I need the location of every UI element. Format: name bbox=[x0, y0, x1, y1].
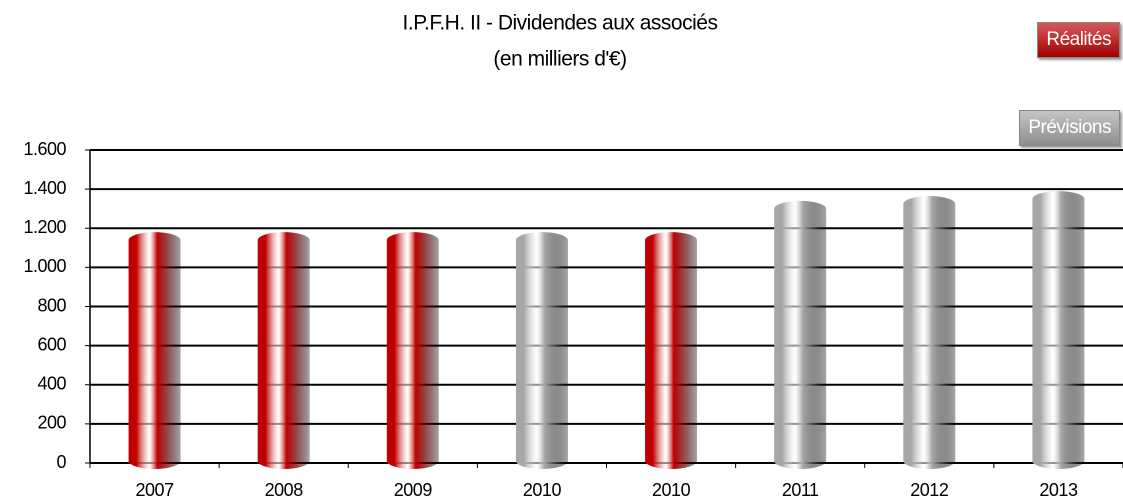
bar bbox=[645, 232, 698, 469]
y-tick-label: 1.200 bbox=[23, 217, 66, 237]
chart-title: I.P.F.H. II - Dividendes aux associés bbox=[403, 12, 718, 35]
bar bbox=[128, 232, 181, 469]
bar bbox=[386, 232, 439, 469]
legend-entry: Prévisions bbox=[1019, 110, 1120, 146]
x-tick-label: 2010 bbox=[652, 480, 691, 500]
x-tick-label: 2011 bbox=[782, 480, 819, 500]
y-tick-label: 0 bbox=[56, 452, 66, 472]
y-tick-label: 400 bbox=[37, 374, 66, 394]
bar bbox=[774, 200, 827, 470]
bar bbox=[515, 232, 568, 469]
legend-entry: Réalités bbox=[1037, 22, 1120, 58]
y-tick-label: 800 bbox=[37, 295, 66, 315]
x-tick-label: 2008 bbox=[265, 480, 304, 500]
y-tick-label: 1.400 bbox=[23, 178, 66, 198]
y-tick-label: 600 bbox=[37, 334, 66, 354]
bar bbox=[903, 195, 956, 470]
y-tick-label: 1.600 bbox=[23, 139, 66, 159]
x-tick-label: 2013 bbox=[1039, 480, 1078, 500]
bar bbox=[1032, 191, 1085, 470]
x-tick-label: 2012 bbox=[910, 480, 949, 500]
x-tick-label: 2009 bbox=[394, 480, 433, 500]
bar bbox=[257, 232, 310, 469]
y-tick-label: 200 bbox=[37, 413, 66, 433]
chart-subtitle: (en milliers d'€) bbox=[493, 48, 626, 71]
x-tick-label: 2007 bbox=[136, 480, 175, 500]
x-tick-label: 2010 bbox=[523, 480, 562, 500]
y-tick-label: 1.000 bbox=[23, 256, 66, 276]
